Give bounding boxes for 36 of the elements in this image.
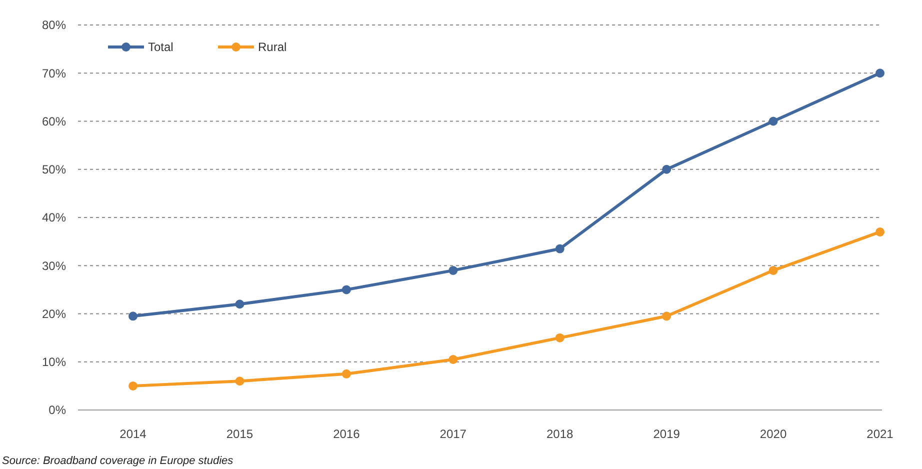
legend-label: Total xyxy=(148,40,174,54)
point xyxy=(342,369,351,378)
point xyxy=(662,312,672,321)
point xyxy=(128,312,138,321)
point xyxy=(876,227,884,236)
x-tick-label: 2020 xyxy=(760,427,787,441)
point xyxy=(342,285,351,294)
point xyxy=(768,266,778,275)
x-tick-label: 2017 xyxy=(440,427,467,441)
point xyxy=(235,376,244,386)
y-tick-label: 20% xyxy=(42,306,66,321)
legend-label: Rural xyxy=(258,40,287,54)
x-tick-label: 2018 xyxy=(546,427,574,441)
point xyxy=(448,354,458,364)
x-tick-label: 2014 xyxy=(120,427,147,441)
y-tick-label: 10% xyxy=(42,355,66,370)
x-tick-label: 2016 xyxy=(333,427,360,441)
y-tick-label: 40% xyxy=(42,210,66,225)
source-note: Source: Broadband coverage in Europe studies xyxy=(2,455,234,467)
point xyxy=(555,244,564,254)
point xyxy=(555,333,564,342)
point xyxy=(448,266,458,275)
x-tick-label: 2015 xyxy=(226,427,254,441)
y-tick-label: 30% xyxy=(42,258,66,273)
y-tick-label: 60% xyxy=(42,114,66,128)
point xyxy=(876,68,884,78)
y-tick-label: 80% xyxy=(42,18,66,32)
x-tick-label: 2019 xyxy=(653,427,680,441)
y-tick-label: 50% xyxy=(42,162,66,177)
point xyxy=(662,164,672,174)
point xyxy=(235,300,244,309)
y-tick-label: 70% xyxy=(42,66,66,80)
point xyxy=(768,116,778,126)
point xyxy=(128,381,138,390)
x-tick-label: 2021 xyxy=(866,427,894,441)
y-tick-label: 0% xyxy=(48,403,66,418)
